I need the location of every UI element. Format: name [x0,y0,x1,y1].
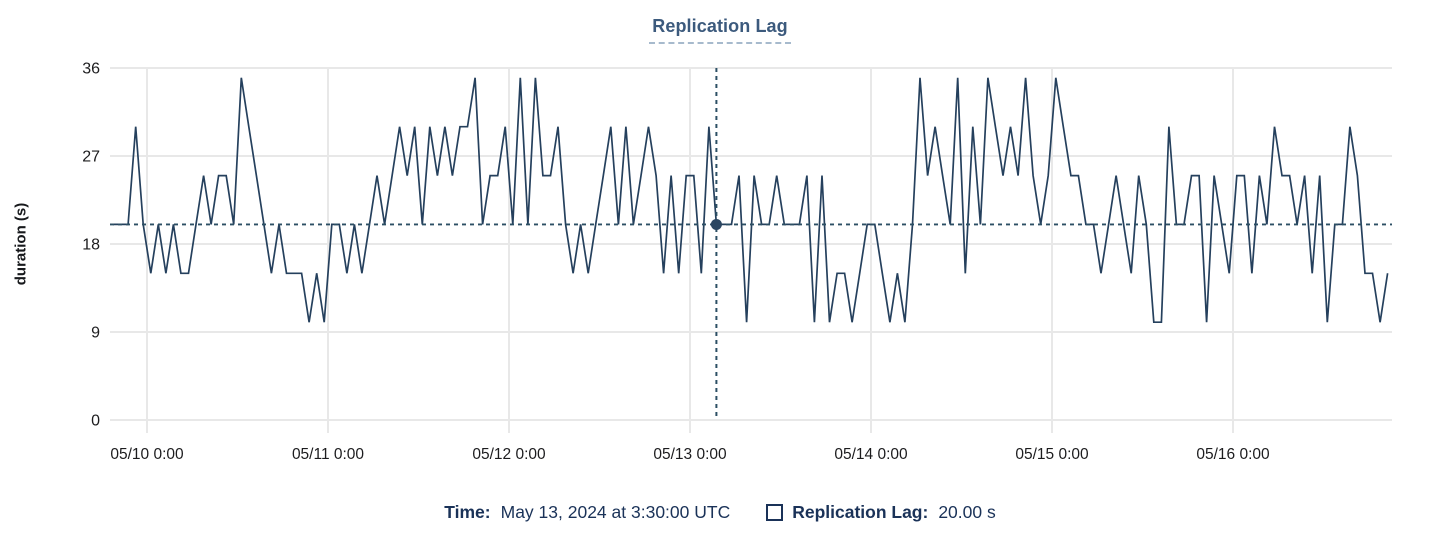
x-tick-label: 05/13 0:00 [653,446,727,463]
y-tick-label: 18 [82,237,100,254]
series-value: 20.00 s [938,502,996,522]
crosshair-point [710,218,722,230]
square-outline-icon [766,504,784,521]
chart-title: Replication Lag [0,16,1440,44]
time-value: May 13, 2024 at 3:30:00 UTC [500,502,731,522]
x-tick-label: 05/10 0:00 [110,446,184,463]
x-tick-label: 05/15 0:00 [1015,446,1089,463]
y-tick-label: 0 [91,413,100,430]
time-label: Time: [444,502,491,522]
chart-title-text[interactable]: Replication Lag [649,16,791,44]
y-tick-label: 9 [91,325,100,342]
y-tick-label: 27 [82,149,100,166]
series-label: Replication Lag: [792,502,929,522]
x-tick-label: 05/14 0:00 [834,446,908,463]
x-tick-label: 05/12 0:00 [472,446,546,463]
replication-lag-line-chart[interactable]: 0 9 18 27 36 05/10 0:00 05/11 0:00 05/12 0:00 05… [0,0,1440,490]
y-axis-title: duration (s) [12,202,30,286]
y-tick-label: 36 [82,61,100,78]
x-tick-label: 05/16 0:00 [1196,446,1270,463]
legend-item-replication-lag[interactable]: Replication Lag: 20.00 s [766,502,996,523]
hover-time-readout: Time: May 13, 2024 at 3:30:00 UTC [444,502,730,523]
hover-readout: Time: May 13, 2024 at 3:30:00 UTC Replic… [0,502,1440,523]
x-tick-label: 05/11 0:00 [292,446,364,463]
series-line-replication-lag [113,77,1389,324]
